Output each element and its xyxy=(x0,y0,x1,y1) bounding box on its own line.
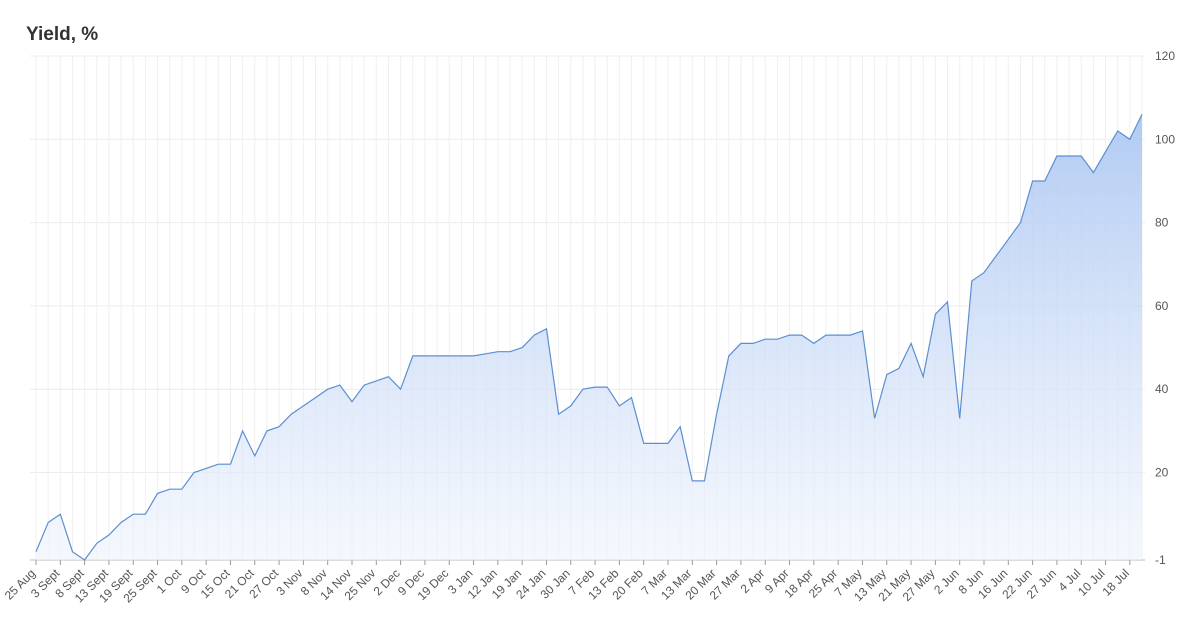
line xyxy=(35,114,1143,561)
y-tick-label: 120 xyxy=(1155,49,1175,63)
x-tick-label: 3 Nov xyxy=(273,566,305,598)
x-tick-label: 10 Jul xyxy=(1075,566,1108,599)
area-fill xyxy=(36,114,1142,561)
x-tick-label: 2 Jun xyxy=(931,566,962,597)
x-tick-label: 1 Oct xyxy=(154,566,185,597)
y-tick-label: 60 xyxy=(1155,299,1169,313)
x-tick-label: 2 Apr xyxy=(738,566,768,596)
y-tick-label: 20 xyxy=(1155,466,1169,480)
x-tick-label: 25 Aug xyxy=(2,566,38,602)
chart-title: Yield, % xyxy=(26,24,98,45)
x-tick-label: 2 Dec xyxy=(371,566,403,598)
y-tick-label: -1 xyxy=(1155,553,1166,567)
y-tick-label: 100 xyxy=(1155,132,1175,146)
y-tick-label: 40 xyxy=(1155,382,1169,396)
x-tick-label: 18 Jul xyxy=(1099,566,1132,599)
y-tick-label: 80 xyxy=(1155,216,1169,230)
